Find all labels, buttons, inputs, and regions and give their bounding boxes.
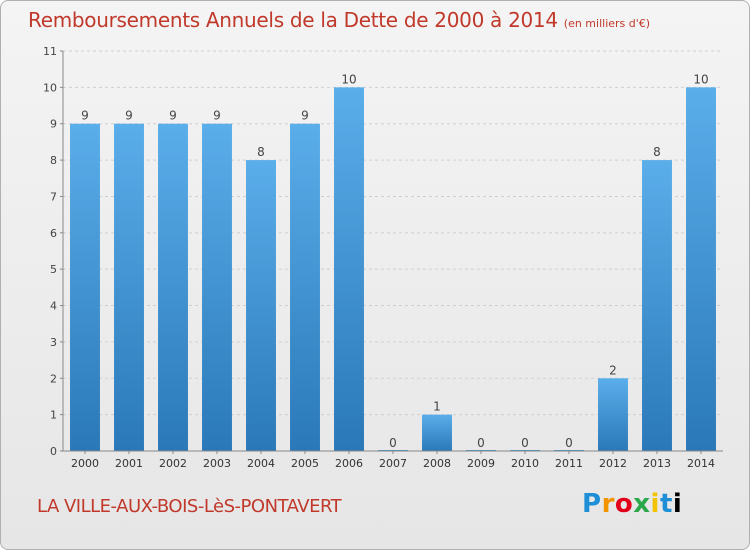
data-label: 0 [389,436,397,450]
data-label: 9 [125,109,133,123]
y-tick-label: 1 [50,409,57,422]
data-label: 9 [213,109,221,123]
data-label: 10 [693,72,708,86]
x-tick-label: 2000 [71,457,99,470]
bar-2000 [70,123,100,452]
data-label: 9 [81,109,89,123]
bar-2003 [202,123,232,452]
y-tick-label: 9 [50,118,57,131]
data-label: 0 [521,436,529,450]
x-tick-label: 2014 [687,457,715,470]
chart-title: Remboursements Annuels de la Dette de 20… [28,8,651,32]
x-tick-label: 2004 [247,457,275,470]
data-label: 2 [609,363,617,377]
data-label: 1 [433,400,441,414]
x-tick-label: 2006 [335,457,363,470]
x-tick-label: 2002 [159,457,187,470]
y-tick-label: 4 [50,300,57,313]
y-tick-label: 8 [50,154,57,167]
x-tick-label: 2005 [291,457,319,470]
data-label: 8 [257,145,265,159]
y-tick-label: 10 [43,81,57,94]
bar-2001 [114,123,144,452]
data-label: 9 [169,109,177,123]
bar-2008 [422,414,452,451]
y-tick-label: 11 [43,45,57,58]
data-label: 0 [477,436,485,450]
x-tick-label: 2008 [423,457,451,470]
bar-2006 [334,87,364,451]
y-tick-label: 2 [50,372,57,385]
proxiti-logo: Proxiti [582,489,683,519]
data-label: 9 [301,109,309,123]
bar-2005 [290,123,320,452]
bar-2002 [158,123,188,452]
data-label: 0 [565,436,573,450]
y-tick-label: 5 [50,263,57,276]
x-tick-label: 2007 [379,457,407,470]
y-tick-label: 0 [50,445,57,458]
bar-2013 [642,160,672,451]
x-tick-label: 2012 [599,457,627,470]
bar-2012 [598,378,628,451]
y-tick-label: 7 [50,190,57,203]
data-label: 8 [653,145,661,159]
x-tick-label: 2009 [467,457,495,470]
x-tick-label: 2003 [203,457,231,470]
commune-name: LA VILLE-AUX-BOIS-LèS-PONTAVERT [37,496,342,517]
x-tick-label: 2013 [643,457,671,470]
x-tick-label: 2001 [115,457,143,470]
y-tick-label: 3 [50,336,57,349]
x-tick-label: 2010 [511,457,539,470]
chart-unit: (en milliers d'€) [563,17,651,30]
data-label: 10 [341,72,356,86]
bar-2014 [686,87,716,451]
y-tick-label: 6 [50,227,57,240]
bar-2004 [246,160,276,451]
x-tick-label: 2011 [555,457,583,470]
